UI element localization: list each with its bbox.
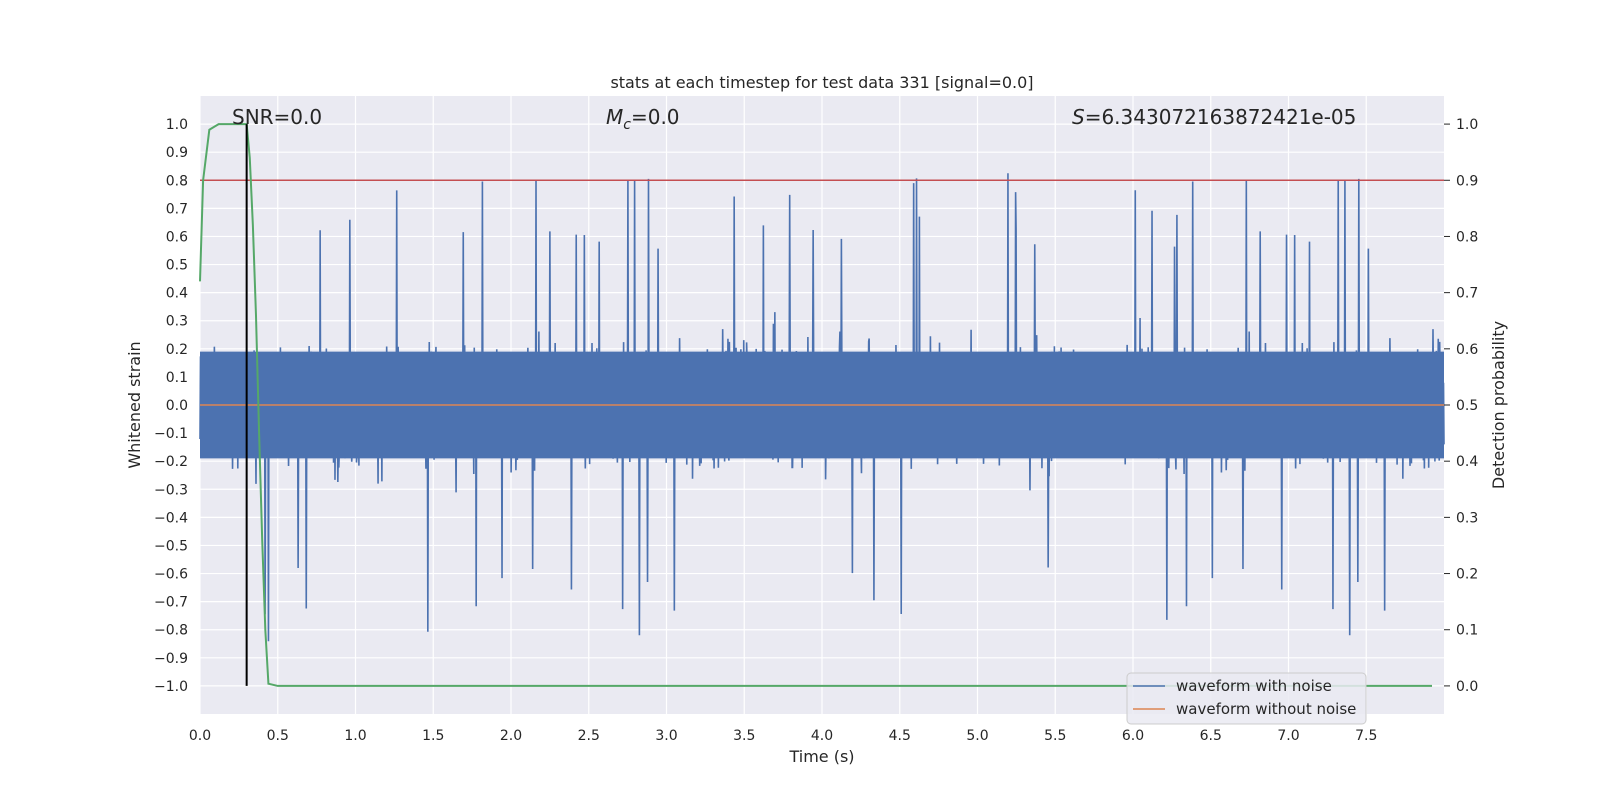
chirp-mass-value: =0.0 [631, 105, 680, 129]
x-tick-label: 2.5 [578, 728, 600, 744]
right-y-tick-label: 0.7 [1456, 286, 1478, 302]
left-y-tick-label: 0.1 [166, 370, 188, 386]
significance-value: =6.343072163872421e-05 [1085, 105, 1357, 129]
left-y-tick-label: −0.5 [154, 538, 188, 554]
x-tick-label: 7.0 [1277, 728, 1299, 744]
right-y-tick-label: 0.9 [1456, 173, 1478, 189]
left-y-tick-label: −0.9 [154, 651, 188, 667]
left-y-tick-label: 0.4 [166, 286, 188, 302]
right-y-axis-label: Detection probability [1489, 321, 1508, 489]
right-y-tick-label: 0.2 [1456, 567, 1478, 583]
legend-box [1126, 672, 1367, 725]
x-tick-label: 3.5 [733, 728, 755, 744]
x-tick-label: 6.0 [1122, 728, 1144, 744]
series-detection-probability [199, 123, 1432, 687]
x-tick-label: 5.5 [1044, 728, 1066, 744]
significance-symbol: S [1072, 105, 1085, 129]
significance-annotation: S=6.343072163872421e-05 [1072, 105, 1356, 129]
left-y-tick-label: 0.8 [166, 173, 188, 189]
x-tick-label: 0.0 [189, 728, 211, 744]
left-y-tick-label: 0.2 [166, 342, 188, 358]
chirp-mass-symbol: M [606, 105, 623, 129]
right-y-tick-label: 0.4 [1456, 454, 1478, 470]
left-y-axis-ticks: 1.0 0.9 0.8 0.7 0.6 0.5 0.4 0.3 0.2 0.1 0.0 −0.1 −0.… [154, 117, 188, 695]
left-y-tick-label: −0.3 [154, 482, 188, 498]
left-y-tick-label: 0.9 [166, 145, 188, 161]
left-y-tick-label: 0.5 [166, 258, 188, 274]
right-y-tick-label: 0.8 [1456, 229, 1478, 245]
legend: waveform with noise waveform without noi… [1126, 672, 1367, 725]
right-y-tick-label: 0.3 [1456, 510, 1478, 526]
x-tick-label: 6.5 [1200, 728, 1222, 744]
snr-annotation: SNR=0.0 [232, 105, 322, 129]
right-y-tick-label: 0.6 [1456, 342, 1478, 358]
left-y-tick-label: 0.0 [166, 398, 188, 414]
left-y-tick-label: −0.4 [154, 510, 188, 526]
x-tick-label: 0.5 [267, 728, 289, 744]
right-y-axis-ticks: 1.0 0.9 0.8 0.7 0.6 0.5 0.4 0.3 0.2 0.1 0.0 [1444, 117, 1478, 695]
x-tick-label: 3.0 [655, 728, 677, 744]
x-tick-label: 5.0 [966, 728, 988, 744]
left-y-tick-label: −0.1 [154, 426, 188, 442]
chirp-mass-subscript: c [623, 117, 631, 133]
chart-title: stats at each timestep for test data 331… [610, 73, 1033, 92]
x-tick-label: 1.5 [422, 728, 444, 744]
x-axis-ticks: 0.0 0.5 1.0 1.5 2.0 2.5 3.0 3.5 4.0 4.5 5.0 5.5 6.0 6… [189, 728, 1378, 744]
left-y-tick-label: −0.6 [154, 567, 188, 583]
x-axis-label: Time (s) [788, 747, 854, 766]
x-tick-label: 4.5 [889, 728, 911, 744]
right-y-tick-label: 0.1 [1456, 623, 1478, 639]
x-tick-label: 1.0 [344, 728, 366, 744]
x-tick-label: 4.0 [811, 728, 833, 744]
left-y-tick-label: 1.0 [166, 117, 188, 133]
left-y-tick-label: −0.7 [154, 595, 188, 611]
legend-label-clean: waveform without noise [1176, 700, 1356, 718]
left-y-tick-label: 0.3 [166, 314, 188, 330]
left-y-tick-label: 0.7 [166, 201, 188, 217]
x-tick-label: 7.5 [1355, 728, 1377, 744]
x-tick-label: 2.0 [500, 728, 522, 744]
left-y-tick-label: −0.8 [154, 623, 188, 639]
left-y-tick-label: 0.6 [166, 229, 188, 245]
right-y-tick-label: 1.0 [1456, 117, 1478, 133]
left-y-tick-label: −1.0 [154, 679, 188, 695]
left-y-tick-label: −0.2 [154, 454, 188, 470]
right-y-tick-label: 0.5 [1456, 398, 1478, 414]
right-y-tick-label: 0.0 [1456, 679, 1478, 695]
legend-label-noise: waveform with noise [1176, 677, 1332, 695]
left-y-axis-label: Whitened strain [125, 341, 144, 468]
chirp-mass-annotation: Mc=0.0 [606, 105, 680, 133]
